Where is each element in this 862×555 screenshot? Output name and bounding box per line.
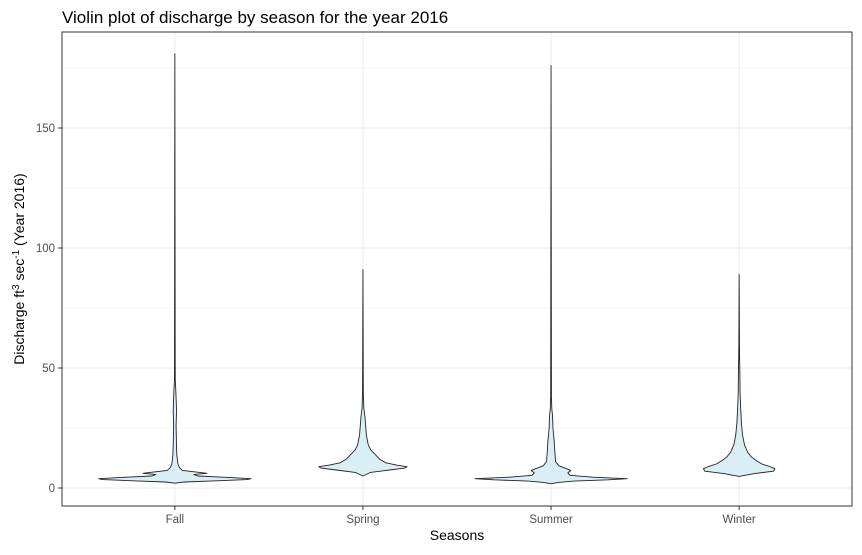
- x-tick-label: Winter: [723, 514, 756, 526]
- x-axis-title: Seasons: [430, 527, 484, 543]
- chart-title: Violin plot of discharge by season for t…: [62, 8, 448, 27]
- y-axis-title-middle: sec: [11, 259, 27, 285]
- y-axis-title-sup1: 3: [11, 284, 22, 290]
- y-tick-label: 150: [36, 123, 55, 135]
- x-tick-label: Fall: [166, 514, 185, 526]
- violin-fall: [98, 53, 252, 484]
- y-axis-title-suffix: (Year 2016): [11, 173, 27, 250]
- violin-spring: [318, 269, 408, 477]
- y-axis-title: Discharge ft3 sec-1 (Year 2016): [11, 173, 27, 364]
- plot-panel-border: [61, 31, 853, 507]
- y-tick-label: 0: [49, 483, 55, 495]
- y-axis: 0 50 100 150: [36, 123, 62, 495]
- violin-summer: [474, 65, 628, 485]
- y-tick-label: 100: [36, 243, 55, 255]
- x-axis: Fall Spring Summer Winter: [166, 506, 756, 526]
- violin-winter: [702, 273, 776, 477]
- plot-panel-background: [62, 32, 852, 506]
- x-tick-label: Summer: [529, 514, 573, 526]
- violins: [98, 53, 776, 485]
- x-tick-label: Spring: [346, 514, 379, 526]
- y-axis-title-sup2: -1: [11, 249, 22, 258]
- y-axis-title-prefix: Discharge ft: [11, 290, 27, 365]
- y-tick-label: 50: [42, 363, 55, 375]
